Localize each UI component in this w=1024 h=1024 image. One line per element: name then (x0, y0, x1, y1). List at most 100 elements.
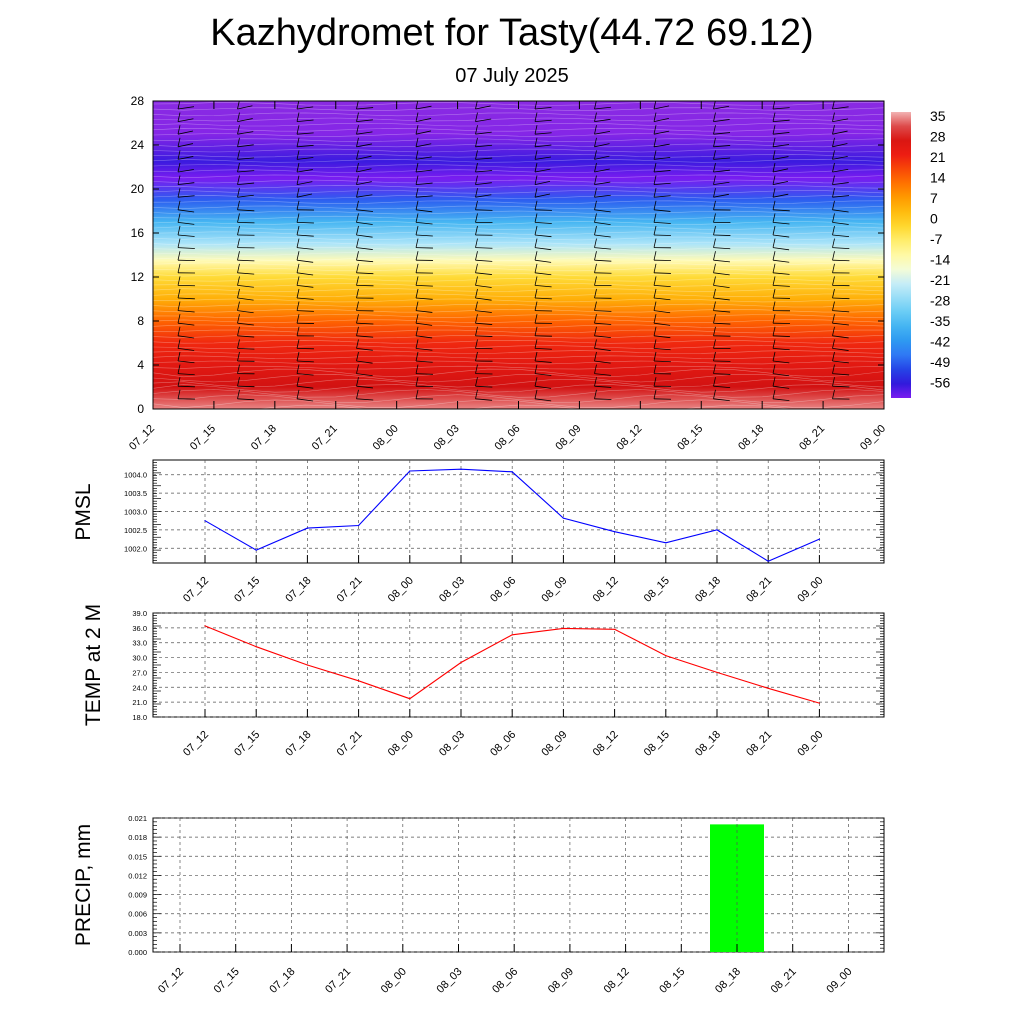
wind-barb (475, 182, 492, 185)
x-tick-label: 08_12 (591, 729, 621, 759)
wind-barb-flag (415, 213, 419, 223)
wind-barb (772, 247, 790, 251)
wind-barb-flag (296, 150, 300, 160)
wind-barb-flag (415, 162, 419, 173)
wind-barb-flag (356, 162, 359, 173)
wind-barb (177, 143, 194, 148)
isotherm-line (153, 373, 884, 383)
y-tick-label: 12 (131, 270, 145, 284)
temp-point (562, 627, 565, 629)
wind-barb (772, 119, 790, 122)
isotherm-line (153, 288, 884, 292)
x-tick-label: 08_18 (693, 575, 723, 605)
isotherm-line (153, 389, 884, 398)
x-tick-label: 08_15 (642, 729, 672, 759)
wind-barb (832, 195, 850, 198)
wind-barb-flag (415, 263, 419, 273)
wind-barb-flag (892, 100, 894, 109)
wind-barb-flag (177, 377, 181, 387)
wind-barb (415, 297, 433, 300)
wind-barb (594, 373, 611, 376)
wind-barb (534, 272, 552, 276)
wind-barb (177, 118, 194, 122)
y-tick-label: 20 (131, 182, 145, 196)
temp-point (306, 664, 308, 666)
wind-barb (177, 348, 195, 351)
wind-barb (177, 106, 195, 110)
precip-panel: 0.000 0.003 0.006 0.009 0.012 0.015 0.018 0.021… (72, 814, 885, 996)
x-tick-label: 07_21 (323, 966, 353, 996)
x-tick-label: 07_18 (283, 575, 313, 605)
wind-barb (237, 310, 254, 314)
pmsl-point (306, 527, 308, 529)
pmsl-point (665, 542, 667, 544)
wind-barb (832, 310, 850, 313)
wind-barb (177, 385, 195, 388)
wind-barb-flag (534, 150, 538, 160)
y-tick-label: 0.006 (128, 910, 147, 919)
wind-barb-flag (832, 112, 835, 122)
wind-barb-flag (772, 364, 776, 374)
wind-barb-flag (475, 150, 478, 160)
wind-barb-flag (415, 137, 419, 147)
x-tick-label: 08_18 (713, 966, 743, 996)
wind-barb (653, 143, 670, 148)
wind-barb-flag (594, 162, 597, 173)
wind-barb-flag (356, 263, 359, 273)
wind-barb-flag (594, 288, 597, 299)
wind-barb-flag (296, 213, 300, 223)
wind-barb-flag (356, 238, 359, 248)
x-tick-label: 09_00 (795, 575, 825, 605)
wind-barb (594, 209, 611, 213)
wind-barb-flag (356, 389, 359, 399)
wind-barb-flag (772, 125, 776, 135)
x-tick-label: 08_03 (437, 729, 467, 759)
wind-barb-flag (534, 364, 538, 374)
wind-barb-flag (177, 188, 181, 198)
colorbar-label: -28 (930, 293, 950, 309)
y-tick-label: 24 (131, 138, 145, 152)
pmsl-axis-label: PMSL (72, 483, 95, 540)
x-tick-label: 07_18 (283, 729, 313, 759)
wind-barb (475, 144, 493, 148)
wind-barb (534, 180, 551, 185)
wind-barb (415, 222, 433, 225)
wind-barb-flag (772, 276, 776, 286)
wind-barb-flag (296, 364, 300, 374)
wind-barb (713, 234, 731, 236)
wind-barb-flag (475, 326, 478, 336)
wind-barb (177, 182, 195, 185)
wind-barb (415, 360, 433, 363)
wind-barb-flag (296, 276, 300, 286)
wind-barb-flag (832, 175, 835, 185)
wind-barb (475, 105, 491, 110)
wind-barb-flag (177, 276, 181, 286)
wind-barb (415, 105, 432, 110)
wind-barb (534, 297, 552, 300)
wind-barb-flag (356, 175, 359, 185)
wind-barb (296, 259, 314, 263)
wind-barb-flag (415, 326, 419, 336)
wind-barb-flag (415, 301, 419, 311)
wind-barb-flag (594, 137, 597, 147)
wind-barb (356, 398, 374, 401)
wind-barb (594, 130, 611, 135)
wind-barb (832, 106, 849, 110)
wind-barb-flag (177, 364, 181, 374)
wind-barb (296, 385, 314, 389)
wind-barb (772, 193, 789, 198)
wind-barb (534, 373, 552, 376)
y-tick-label: 0 (137, 402, 144, 416)
wind-barb (832, 182, 849, 185)
wind-barb (237, 398, 255, 401)
wind-barb (415, 310, 433, 313)
wind-barb (713, 145, 731, 148)
wind-barb (475, 170, 493, 173)
wind-barb-flag (475, 364, 478, 374)
wind-barb-flag (356, 314, 359, 324)
isotherm-line (153, 200, 884, 205)
wind-barb (832, 297, 850, 300)
y-tick-label: 0.018 (128, 833, 147, 842)
wind-barb (594, 143, 610, 148)
wind-barb-flag (475, 351, 478, 362)
